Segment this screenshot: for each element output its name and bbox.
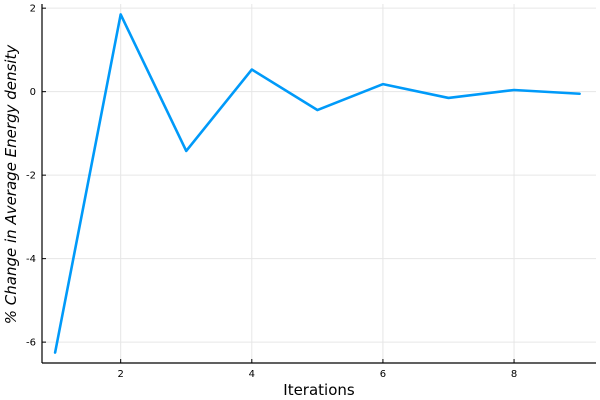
y-tick-label: -6 <box>26 338 36 349</box>
series <box>53 13 581 354</box>
y-tick-label: 2 <box>30 4 36 15</box>
y-tick-label: -2 <box>26 171 36 182</box>
grid <box>42 4 596 363</box>
x-tick-label: 8 <box>511 369 517 380</box>
y-tick-label: 0 <box>30 87 36 98</box>
axes <box>41 4 596 364</box>
x-tick-label: 4 <box>249 369 255 380</box>
series-line <box>53 13 581 354</box>
x-tick-label: 2 <box>117 369 123 380</box>
x-tick-label: 6 <box>380 369 386 380</box>
ticks: 2 4 6 8 -6 -4 -2 0 2 <box>26 4 517 380</box>
y-axis-title: % Change in Average Energy density <box>2 44 20 325</box>
x-axis-title: Iterations <box>283 381 355 399</box>
y-tick-label: -4 <box>26 254 36 265</box>
